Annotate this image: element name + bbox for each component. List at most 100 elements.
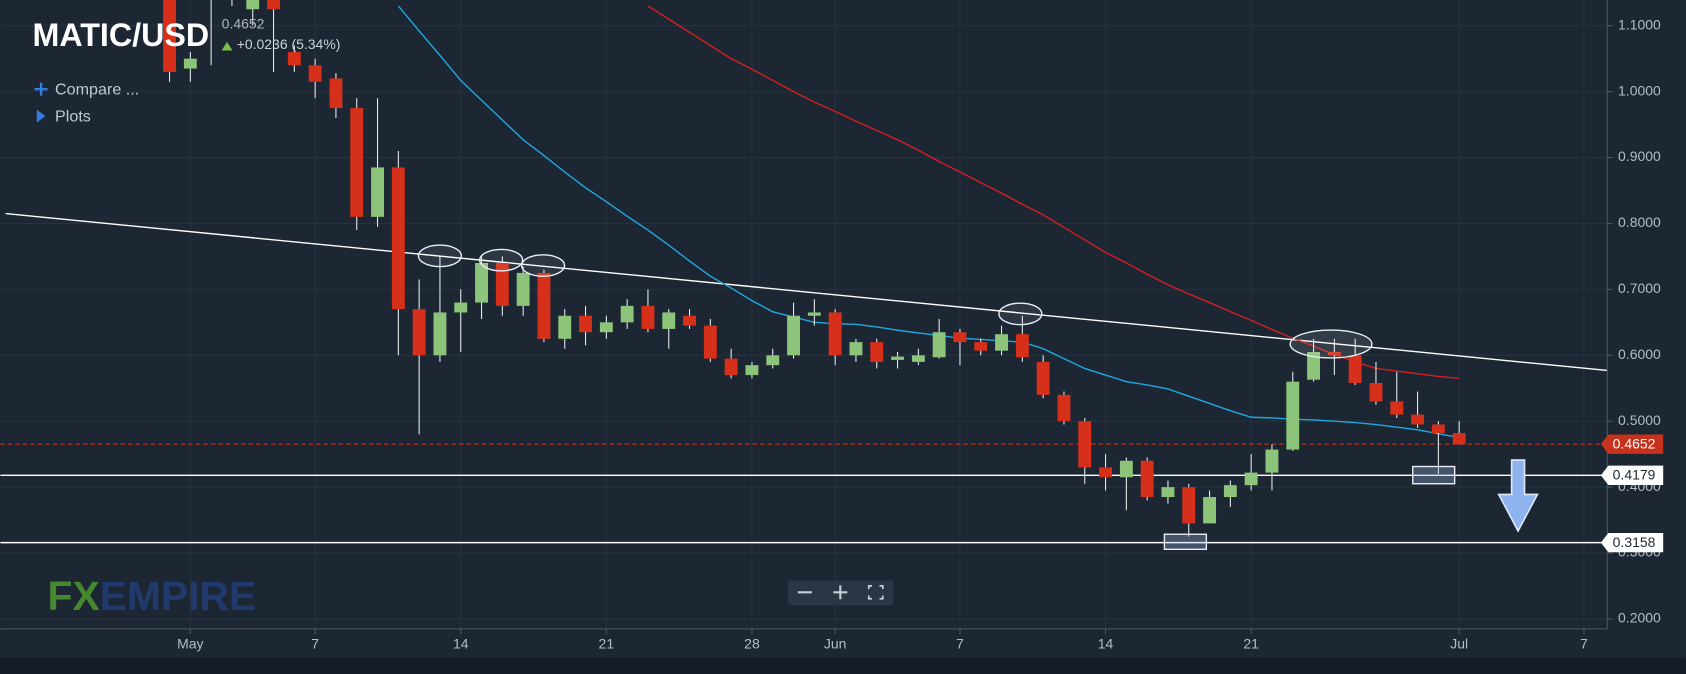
y-tick-label: 0.8000 — [1618, 214, 1661, 230]
zoom-toolbar — [788, 580, 894, 606]
candle-body — [849, 342, 863, 356]
candle-body — [183, 58, 197, 69]
candle-body — [828, 312, 842, 356]
grid — [0, 0, 1608, 629]
touch-ellipse — [1289, 329, 1373, 359]
annotations — [417, 244, 1539, 551]
candle-body — [1036, 361, 1050, 395]
last-price-tag-label: 0.4652 — [1613, 435, 1656, 451]
x-tick-label: Jul — [1450, 636, 1468, 652]
candle-body — [1203, 497, 1217, 524]
fullscreen[interactable] — [867, 584, 884, 600]
candle-body — [1431, 424, 1445, 434]
candle-body — [371, 167, 384, 217]
candle-body — [1286, 381, 1300, 450]
watermark: FXEMPIRE — [48, 573, 257, 619]
candle-body — [1452, 433, 1466, 445]
candle-body — [745, 365, 759, 376]
compare-icon[interactable] — [34, 82, 48, 96]
candle-body — [724, 358, 738, 376]
plots-icon[interactable] — [36, 109, 46, 123]
support-box — [1163, 533, 1208, 551]
level-tag — [1600, 532, 1664, 553]
bottom-bar — [0, 657, 1686, 674]
header: MATIC/USD 0.4652 +0.0236 (5.34%) Compare… — [32, 15, 340, 125]
candle-body — [537, 272, 551, 339]
candle-body — [807, 312, 821, 316]
candle-body — [974, 342, 988, 351]
candle-body — [1348, 355, 1362, 383]
touch-ellipse — [520, 254, 566, 277]
candle-body — [246, 0, 260, 10]
y-tick-label: 1.0000 — [1618, 82, 1661, 98]
candle-body — [163, 0, 176, 72]
candle-body — [454, 302, 468, 313]
candle-body — [1182, 487, 1196, 524]
y-tick-label: 0.6000 — [1618, 346, 1661, 362]
symbol-title: MATIC/USD — [32, 17, 209, 53]
support-box — [1412, 465, 1456, 485]
candle-body — [287, 52, 301, 66]
x-axis: May 7 14 21 28 Jun 7 14 21 Jul 7 — [0, 628, 1608, 652]
x-tick-label: 21 — [599, 636, 615, 652]
x-tick-label: 14 — [1098, 636, 1114, 652]
candle-body — [891, 356, 905, 360]
candle-body — [662, 312, 676, 329]
x-tick-label: 28 — [744, 636, 760, 652]
plots-button[interactable]: Plots — [55, 107, 91, 125]
y-axis: 1.1000 1.0000 0.9000 0.8000 0.7000 0.6000 0.50… — [1606, 0, 1661, 629]
candle-body — [1265, 449, 1279, 473]
candle-body — [495, 263, 509, 306]
level-tag-label: 0.4179 — [1613, 467, 1656, 483]
candle-body — [620, 305, 634, 323]
candle-body — [350, 108, 364, 217]
moving-average-line — [397, 5, 1460, 439]
plot-area — [0, 0, 1608, 544]
candle-body — [766, 355, 780, 366]
x-tick-label: 14 — [453, 636, 469, 652]
x-tick-label: 7 — [956, 636, 964, 652]
watermark-empire: EMPIRE — [100, 573, 257, 619]
candle-body — [412, 309, 426, 356]
x-tick-label: Jun — [824, 636, 847, 652]
candle-body — [683, 315, 696, 326]
trend-line — [5, 212, 1608, 372]
candle-body — [475, 263, 488, 303]
candle-body — [433, 312, 447, 356]
candle-body — [1078, 421, 1092, 468]
candle-body — [1140, 460, 1154, 498]
candle-body — [1327, 351, 1341, 356]
candle-body — [1411, 414, 1425, 425]
candle-body — [267, 0, 280, 10]
level-tag — [1600, 465, 1664, 486]
candle-body — [1390, 401, 1404, 415]
candle-body — [911, 355, 925, 362]
zoom-in[interactable] — [833, 585, 848, 600]
candle-body — [787, 315, 801, 356]
candle-body — [1223, 485, 1237, 498]
last-price-tag — [1600, 434, 1664, 454]
x-tick-label: 7 — [1580, 636, 1588, 652]
y-tick-label: 0.9000 — [1618, 148, 1661, 164]
touch-ellipse — [998, 302, 1043, 326]
candle-body — [599, 322, 613, 333]
touch-ellipse — [417, 244, 463, 268]
compare-button[interactable]: Compare ... — [55, 81, 139, 99]
last-price: 0.4652 — [222, 15, 265, 31]
x-tick-label: May — [177, 636, 203, 652]
candle-body — [870, 342, 884, 362]
candle-body — [1099, 467, 1113, 478]
price-tags: 0.4179 0.3158 0.4652 — [1600, 434, 1664, 553]
candle-body — [579, 315, 592, 333]
level-tag-label: 0.3158 — [1613, 534, 1656, 550]
x-tick-label: 7 — [311, 636, 319, 652]
candle-body — [1307, 351, 1321, 380]
candle-body — [1119, 460, 1133, 478]
candle-body — [558, 315, 572, 339]
up-icon — [221, 41, 233, 51]
candle-body — [1015, 334, 1029, 358]
candle-body — [703, 325, 717, 359]
candle-body — [932, 332, 946, 358]
candle-body — [995, 334, 1009, 351]
